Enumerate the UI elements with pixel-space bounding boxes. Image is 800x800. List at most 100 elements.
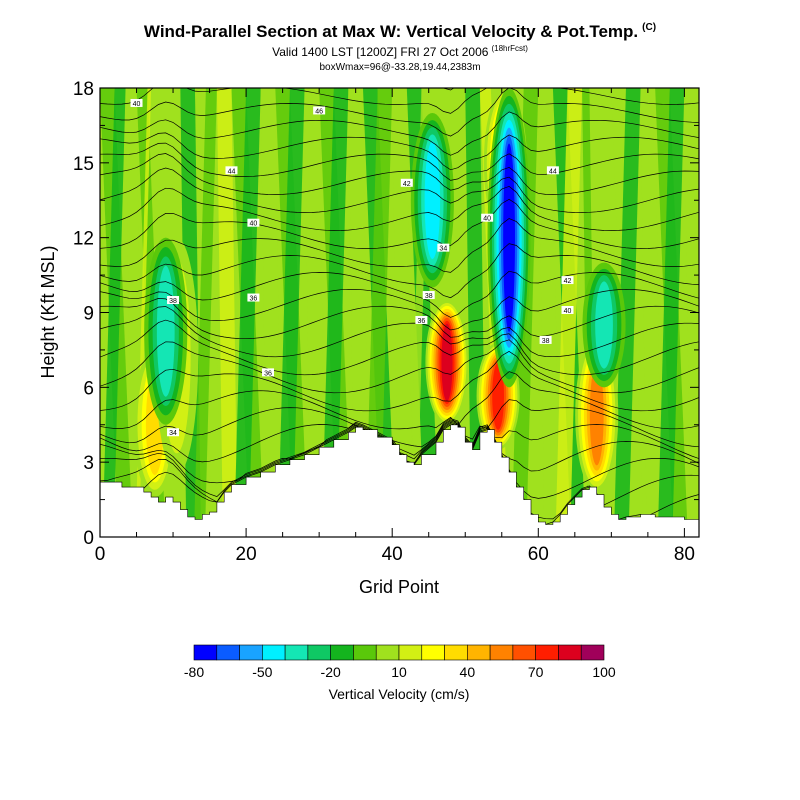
field-band <box>657 88 685 537</box>
field-band <box>640 88 662 537</box>
contour-label: 38 <box>539 335 552 345</box>
contour-label-text: 38 <box>425 293 433 300</box>
contour-label: 42 <box>561 276 574 285</box>
theta-contour <box>100 88 699 114</box>
contour-label: 44 <box>546 166 559 175</box>
contour-label-bg <box>247 293 260 302</box>
contour-label-bg <box>546 166 559 175</box>
contour-label-bg <box>313 106 326 115</box>
colorbar-tick-label: -80 <box>184 664 204 680</box>
downdraft-plume <box>424 141 441 259</box>
y-tick-label: 18 <box>73 79 94 100</box>
field-band <box>102 88 126 537</box>
contour-label-text: 44 <box>549 168 557 175</box>
contour-label: 44 <box>225 166 238 175</box>
theta-contour <box>100 298 699 340</box>
chart-info: boxWmax=96@-33.28,19.44,2383m <box>319 62 481 73</box>
updraft-plume <box>441 323 453 402</box>
contour-label-text: 44 <box>228 168 236 175</box>
y-tick-label: 12 <box>73 229 94 250</box>
chart-subtitle-note: (18hrFcst) <box>491 44 528 53</box>
theta-contour <box>100 153 699 195</box>
terrain <box>100 424 699 537</box>
field-band <box>216 88 238 537</box>
downdraft-plume <box>503 143 515 332</box>
theta-contour <box>100 339 699 394</box>
colorbar-swatch <box>284 644 309 661</box>
colorbar-swatch <box>307 644 331 661</box>
x-tick-label: 80 <box>674 544 695 565</box>
colorbar-tick-label: 40 <box>460 664 476 680</box>
terrain-mask <box>100 424 699 537</box>
theta-contour <box>100 350 699 412</box>
chart-title-mark: (C) <box>642 22 657 34</box>
contour-label-bg <box>400 178 413 187</box>
chart-subtitle-text: Valid 1400 LST [1200Z] FRI 27 Oct 2006 <box>272 45 489 59</box>
theta-contour <box>100 132 699 171</box>
contour-label: 36 <box>262 368 275 377</box>
theta-contour <box>100 288 699 331</box>
theta-contour <box>100 88 699 137</box>
colorbar-swatch <box>330 644 354 661</box>
y-tick-label: 0 <box>83 528 94 549</box>
theta-contour <box>100 167 699 213</box>
theta-contour <box>100 218 699 273</box>
colorbar-tick-label: 10 <box>391 664 407 680</box>
field-band <box>277 88 305 537</box>
contour-label: 38 <box>422 291 435 300</box>
colorbar-swatch <box>489 644 514 661</box>
theta-contour <box>100 270 699 318</box>
contour-label-text: 42 <box>403 181 411 188</box>
colorbar-title: Vertical Velocity (cm/s) <box>329 686 470 702</box>
colorbar-swatch <box>375 644 400 661</box>
contour-label-text: 36 <box>250 296 258 303</box>
contour-label-bg <box>539 335 552 344</box>
updraft-plume <box>589 364 604 466</box>
contour-label: 34 <box>167 428 180 437</box>
contour-label: 42 <box>400 178 413 188</box>
y-tick-label: 3 <box>83 453 94 474</box>
theta-contour <box>100 186 699 231</box>
x-tick-label: 40 <box>382 544 403 565</box>
y-axis-title: Height (Kft MSL) <box>38 245 58 378</box>
contour-label: 40 <box>247 218 260 228</box>
theta-contour <box>100 243 699 299</box>
chart-title: Wind-Parallel Section at Max W: Vertical… <box>0 22 800 42</box>
contour-label-text: 40 <box>133 101 141 108</box>
contour-label-bg <box>422 291 435 300</box>
colorbar: -80 -50 -20 10 40 70 100 <box>184 644 616 680</box>
chart-title-text: Wind-Parallel Section at Max W: Vertical… <box>143 22 639 41</box>
x-tick-label: 20 <box>236 544 257 565</box>
colorbar-tick-label: 70 <box>528 664 544 680</box>
contour-label-bg <box>561 276 574 285</box>
contour-label-text: 46 <box>315 108 323 115</box>
colorbar-tick-label: 100 <box>592 664 616 680</box>
chart-subtitle: Valid 1400 LST [1200Z] FRI 27 Oct 2006 (1… <box>0 44 800 59</box>
contour-label-bg <box>415 315 428 324</box>
field-band <box>234 88 261 537</box>
field-band <box>538 88 559 537</box>
downdraft-plume <box>595 281 613 369</box>
colorbar-swatch <box>444 644 468 661</box>
contour-label-text: 42 <box>564 278 572 285</box>
colorbar-swatch <box>239 644 263 661</box>
contour-label-bg <box>167 296 180 305</box>
contour-label: 38 <box>167 296 180 305</box>
colorbar-swatch <box>262 644 286 661</box>
colorbar-swatch <box>580 644 605 661</box>
contour-label-text: 36 <box>418 318 426 325</box>
contour-label: 36 <box>415 315 428 325</box>
field-band <box>365 88 393 537</box>
colorbar-tick-label: -50 <box>252 664 272 680</box>
contour-label-text: 40 <box>483 216 491 223</box>
contour-label-text: 34 <box>439 246 447 253</box>
x-axis-title: Grid Point <box>359 577 439 597</box>
contour-label-bg <box>437 243 450 252</box>
contour-label-bg <box>247 218 260 227</box>
contour-label-text: 34 <box>169 430 177 437</box>
contour-label-text: 36 <box>264 370 272 377</box>
theta-contour <box>100 142 699 181</box>
colorbar-tick-label: -20 <box>321 664 341 680</box>
contour-label-text: 40 <box>250 221 258 228</box>
